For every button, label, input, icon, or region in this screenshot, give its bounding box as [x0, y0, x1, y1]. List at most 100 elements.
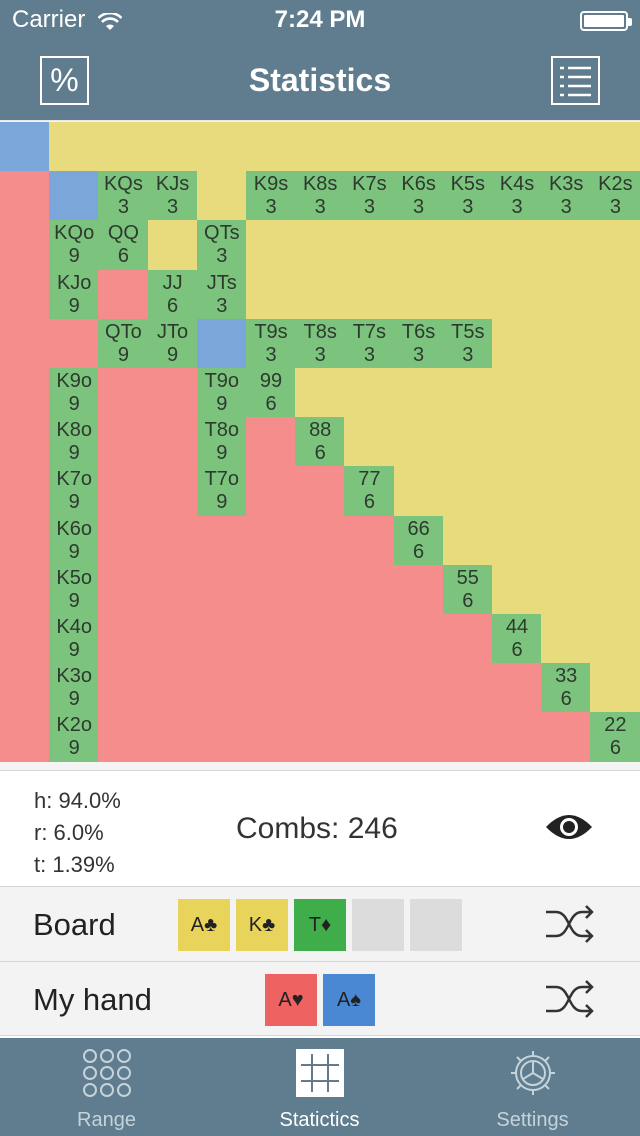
hand-cell[interactable]: KJo 9 — [49, 269, 100, 320]
range-cell[interactable] — [344, 122, 395, 172]
range-cell[interactable] — [492, 564, 542, 615]
range-cell[interactable] — [442, 220, 493, 271]
range-cell[interactable] — [98, 564, 149, 615]
hand-cell[interactable]: 77 6 — [344, 466, 395, 517]
range-cell[interactable] — [98, 417, 149, 468]
card-slot[interactable]: A♥ — [265, 974, 317, 1026]
range-cell[interactable] — [541, 318, 592, 369]
range-cell[interactable] — [0, 417, 50, 468]
range-cell[interactable] — [196, 663, 247, 714]
range-cell[interactable] — [246, 663, 296, 714]
range-cell[interactable] — [541, 564, 592, 615]
card-slot[interactable]: A♠ — [323, 974, 375, 1026]
range-cell[interactable] — [295, 663, 346, 714]
hand-cell[interactable]: QTo 9 — [98, 318, 149, 369]
hand-cell[interactable]: T7s 3 — [344, 318, 395, 369]
range-cell[interactable] — [492, 122, 542, 172]
range-cell[interactable] — [246, 614, 296, 664]
range-cell[interactable] — [98, 663, 149, 714]
board-shuffle-icon[interactable] — [542, 901, 598, 952]
range-cell[interactable] — [541, 712, 592, 763]
range-cell[interactable] — [442, 368, 493, 418]
range-cell[interactable] — [147, 122, 198, 172]
range-cell[interactable] — [590, 564, 640, 615]
hand-cell[interactable]: 66 6 — [393, 515, 444, 566]
range-cell[interactable] — [98, 466, 149, 517]
range-cell[interactable] — [393, 712, 444, 763]
range-cell[interactable] — [344, 515, 395, 566]
range-cell[interactable] — [196, 515, 247, 566]
range-cell[interactable] — [147, 614, 198, 664]
range-cell[interactable] — [492, 663, 542, 714]
range-cell[interactable] — [98, 712, 149, 763]
range-cell[interactable] — [147, 466, 198, 517]
range-cell[interactable] — [0, 171, 50, 222]
hand-cell[interactable]: 22 6 — [590, 712, 640, 763]
range-cell[interactable] — [0, 269, 50, 320]
range-cell[interactable] — [196, 122, 247, 172]
card-slot[interactable]: T♦ — [294, 899, 346, 951]
hand-cell[interactable]: T7o 9 — [196, 466, 247, 517]
range-cell[interactable] — [0, 318, 50, 369]
range-cell[interactable] — [98, 614, 149, 664]
range-cell[interactable] — [246, 515, 296, 566]
hand-cell[interactable]: T5s 3 — [442, 318, 493, 369]
tab-range[interactable]: Range — [0, 1038, 213, 1136]
hand-cell[interactable]: K7o 9 — [49, 466, 100, 517]
range-cell[interactable] — [49, 122, 100, 172]
range-cell[interactable] — [492, 368, 542, 418]
range-cell[interactable] — [590, 614, 640, 664]
range-cell[interactable] — [492, 466, 542, 517]
range-cell[interactable] — [246, 269, 296, 320]
hand-cell[interactable]: K9o 9 — [49, 368, 100, 418]
hand-cell[interactable]: K8o 9 — [49, 417, 100, 468]
range-cell[interactable] — [49, 318, 100, 369]
hand-cell[interactable]: KJs 3 — [147, 171, 198, 222]
range-cell[interactable] — [541, 368, 592, 418]
range-cell[interactable] — [295, 564, 346, 615]
hand-cell[interactable]: JTs 3 — [196, 269, 247, 320]
hand-cell[interactable]: KQs 3 — [98, 171, 149, 222]
empty-card-slot[interactable] — [352, 899, 404, 951]
range-cell[interactable] — [0, 515, 50, 566]
hand-cell[interactable]: K4o 9 — [49, 614, 100, 664]
card-slot[interactable]: A♣ — [178, 899, 230, 951]
card-slot[interactable]: K♣ — [236, 899, 288, 951]
range-cell[interactable] — [344, 220, 395, 271]
range-cell[interactable] — [295, 712, 346, 763]
hand-cell[interactable]: JTo 9 — [147, 318, 198, 369]
hand-cell[interactable]: T8s 3 — [295, 318, 346, 369]
range-cell[interactable] — [541, 515, 592, 566]
range-cell[interactable] — [442, 417, 493, 468]
range-cell[interactable] — [98, 515, 149, 566]
hand-cell[interactable]: 99 6 — [246, 368, 296, 418]
hand-cell[interactable]: JJ 6 — [147, 269, 198, 320]
hand-cell[interactable]: KQo 9 — [49, 220, 100, 271]
range-cell[interactable] — [442, 466, 493, 517]
range-cell[interactable] — [442, 122, 493, 172]
range-cell[interactable] — [0, 220, 50, 271]
range-cell[interactable] — [590, 368, 640, 418]
range-cell[interactable] — [492, 220, 542, 271]
range-cell[interactable] — [246, 417, 296, 468]
range-cell[interactable] — [295, 466, 346, 517]
range-cell[interactable] — [98, 368, 149, 418]
range-cell[interactable] — [196, 318, 247, 369]
hand-cell[interactable]: T6s 3 — [393, 318, 444, 369]
hand-cell[interactable]: K4s 3 — [492, 171, 542, 222]
hand-cell[interactable]: K5o 9 — [49, 564, 100, 615]
range-cell[interactable] — [590, 220, 640, 271]
range-cell[interactable] — [590, 318, 640, 369]
range-cell[interactable] — [0, 614, 50, 664]
range-cell[interactable] — [344, 614, 395, 664]
hand-cell[interactable]: K6s 3 — [393, 171, 444, 222]
range-cell[interactable] — [295, 368, 346, 418]
range-cell[interactable] — [590, 663, 640, 714]
range-cell[interactable] — [442, 663, 493, 714]
range-cell[interactable] — [541, 269, 592, 320]
hand-cell[interactable]: 33 6 — [541, 663, 592, 714]
range-cell[interactable] — [147, 417, 198, 468]
range-cell[interactable] — [442, 614, 493, 664]
range-cell[interactable] — [590, 515, 640, 566]
range-cell[interactable] — [590, 269, 640, 320]
